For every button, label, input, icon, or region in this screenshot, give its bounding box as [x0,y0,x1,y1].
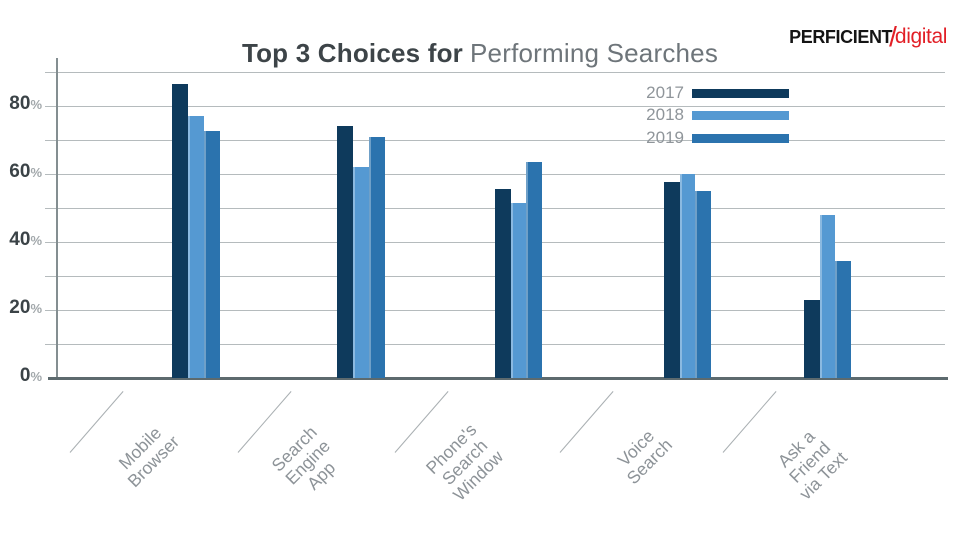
bar-2017-1 [337,126,354,378]
bar-2017-2 [494,189,511,378]
gridline-70pct [45,139,945,141]
legend-label-2017: 2017 [646,82,684,102]
gridline-60pct [45,173,945,175]
bar-2019-3 [695,191,712,378]
legend-swatch-2017 [692,88,789,98]
y-tick-label-40pct: 40% [0,229,42,251]
legend-swatch-2018 [692,111,789,120]
bar-2017-0 [172,84,189,378]
percent-sign: % [30,165,42,180]
x-category-label-0: Mobile Browser [114,422,184,492]
percent-sign: % [30,369,42,384]
y-tick-number: 20 [9,297,31,318]
y-axis-line [56,58,58,378]
x-category-label-1: Search Engine App [267,421,340,494]
y-tick-label-60pct: 60% [0,161,42,183]
x-category-label-3: Voice Search [613,425,677,489]
chart-title-light: Performing Searches [470,38,719,68]
bar-2018-0 [188,116,204,378]
chart-title: Top 3 Choices for Performing Searches [0,38,960,69]
bar-2017-3 [663,182,680,378]
bar-2019-2 [526,162,543,378]
bar-2018-4 [819,215,836,378]
x-axis-diagonal-tick-3 [559,391,614,453]
x-axis-baseline [48,377,948,380]
x-category-label-4: Ask a Friend via Text [773,425,852,504]
x-category-label-2: Phone's Search Window [421,418,508,505]
y-tick-number: 40 [9,229,31,250]
percent-sign: % [30,301,42,316]
legend-label-2019: 2019 [646,127,684,147]
percent-sign: % [30,233,42,248]
chart-title-bold: Top 3 Choices for [241,38,464,68]
y-tick-label-0pct: 0% [0,365,42,387]
gridline-90pct [45,71,945,73]
y-tick-label-80pct: 80% [0,93,42,115]
perficient-digital-logo: PERFICIENT / digital [789,21,947,52]
y-tick-number: 80 [9,93,31,114]
logo-wordmark-perficient: PERFICIENT [789,27,893,47]
logo-wordmark-digital: digital [894,25,947,48]
y-tick-number: 0 [19,365,31,386]
bar-2019-0 [203,131,220,378]
legend-swatch-2019 [692,133,789,143]
percent-sign: % [30,97,42,112]
legend-label-2018: 2018 [646,105,684,124]
bar-2019-4 [835,261,852,378]
bar-2019-1 [368,137,385,378]
bar-2018-3 [679,174,696,378]
y-tick-label-20pct: 20% [0,297,42,319]
gridline-80pct [45,105,945,107]
bar-2017-4 [803,300,820,378]
x-axis-diagonal-tick-0 [69,391,124,453]
bar-2018-1 [353,167,369,378]
x-axis-diagonal-tick-4 [722,391,777,453]
y-tick-number: 60 [9,161,31,182]
bar-2018-2 [510,203,527,378]
